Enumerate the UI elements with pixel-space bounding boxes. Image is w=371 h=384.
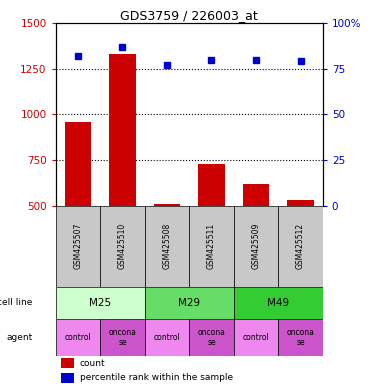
- Bar: [243, 184, 269, 205]
- Bar: [189, 319, 234, 356]
- Text: control: control: [65, 333, 91, 342]
- Text: M29: M29: [178, 298, 200, 308]
- Bar: [198, 164, 225, 205]
- Text: control: control: [154, 333, 180, 342]
- Bar: [100, 319, 145, 356]
- Text: M25: M25: [89, 298, 111, 308]
- Text: oncona
se: oncona se: [286, 328, 315, 347]
- Bar: [234, 319, 278, 356]
- Text: GSM425511: GSM425511: [207, 223, 216, 269]
- Text: oncona
se: oncona se: [108, 328, 137, 347]
- Text: GSM425510: GSM425510: [118, 223, 127, 269]
- Bar: [234, 287, 323, 319]
- Text: GSM425508: GSM425508: [162, 223, 171, 269]
- Bar: [189, 205, 234, 287]
- Bar: [278, 205, 323, 287]
- Bar: [56, 287, 145, 319]
- Bar: [61, 372, 74, 382]
- Text: GSM425507: GSM425507: [73, 223, 82, 269]
- Bar: [100, 205, 145, 287]
- Text: GSM425512: GSM425512: [296, 223, 305, 269]
- Bar: [56, 205, 100, 287]
- Bar: [56, 319, 100, 356]
- Bar: [109, 54, 136, 205]
- Text: M49: M49: [267, 298, 289, 308]
- Bar: [145, 319, 189, 356]
- Bar: [278, 319, 323, 356]
- Text: count: count: [80, 359, 105, 368]
- Title: GDS3759 / 226003_at: GDS3759 / 226003_at: [120, 9, 258, 22]
- Bar: [65, 122, 91, 205]
- Bar: [287, 200, 314, 205]
- Bar: [234, 205, 278, 287]
- Bar: [154, 204, 180, 205]
- Text: cell line: cell line: [0, 298, 33, 307]
- Text: control: control: [243, 333, 269, 342]
- Bar: [145, 287, 234, 319]
- Bar: [145, 205, 189, 287]
- Text: agent: agent: [6, 333, 33, 342]
- Text: percentile rank within the sample: percentile rank within the sample: [80, 373, 233, 382]
- Text: oncona
se: oncona se: [197, 328, 226, 347]
- Bar: [61, 358, 74, 368]
- Text: GSM425509: GSM425509: [252, 223, 260, 269]
